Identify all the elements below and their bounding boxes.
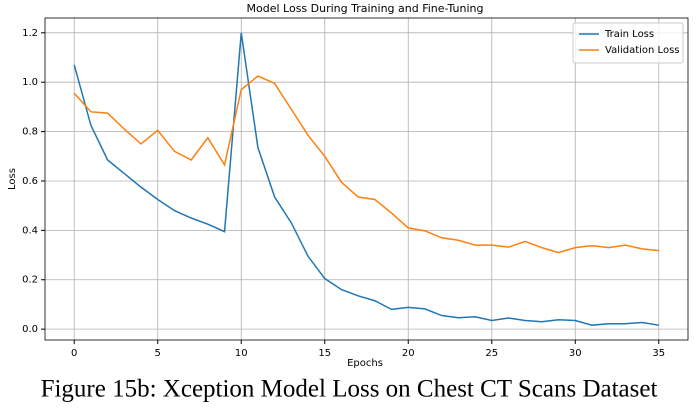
legend-label: Train Loss bbox=[604, 29, 654, 40]
x-tick-label: 25 bbox=[485, 348, 498, 359]
y-axis-label: Loss bbox=[7, 168, 18, 190]
plot-frame bbox=[44, 17, 689, 341]
y-tick-label: 0.6 bbox=[22, 176, 38, 187]
x-tick-label: 5 bbox=[155, 348, 161, 359]
x-axis-label: Epochs bbox=[347, 358, 383, 369]
caption: Figure 15b: Xception Model Loss on Chest… bbox=[41, 376, 658, 403]
x-tick-label: 35 bbox=[652, 348, 665, 359]
x-tick-label: 20 bbox=[402, 348, 415, 359]
x-tick-label: 30 bbox=[569, 348, 582, 359]
legend-box bbox=[572, 22, 684, 64]
chart-title: Model Loss During Training and Fine-Tuni… bbox=[247, 2, 484, 15]
y-tick-label: 0.4 bbox=[22, 225, 38, 236]
y-tick-label: 1.0 bbox=[22, 77, 38, 88]
y-tick-label: 1.2 bbox=[22, 28, 38, 39]
y-tick-label: 0.2 bbox=[22, 275, 38, 286]
x-tick-label: 15 bbox=[318, 348, 331, 359]
y-tick-label: 0.8 bbox=[22, 127, 38, 138]
line bbox=[73, 75, 659, 254]
x-tick-label: 10 bbox=[235, 348, 248, 359]
y-tick-label: 0.0 bbox=[22, 324, 38, 335]
legend-label: Validation Loss bbox=[605, 45, 680, 56]
line bbox=[73, 32, 659, 326]
x-tick-label: 0 bbox=[71, 348, 77, 359]
